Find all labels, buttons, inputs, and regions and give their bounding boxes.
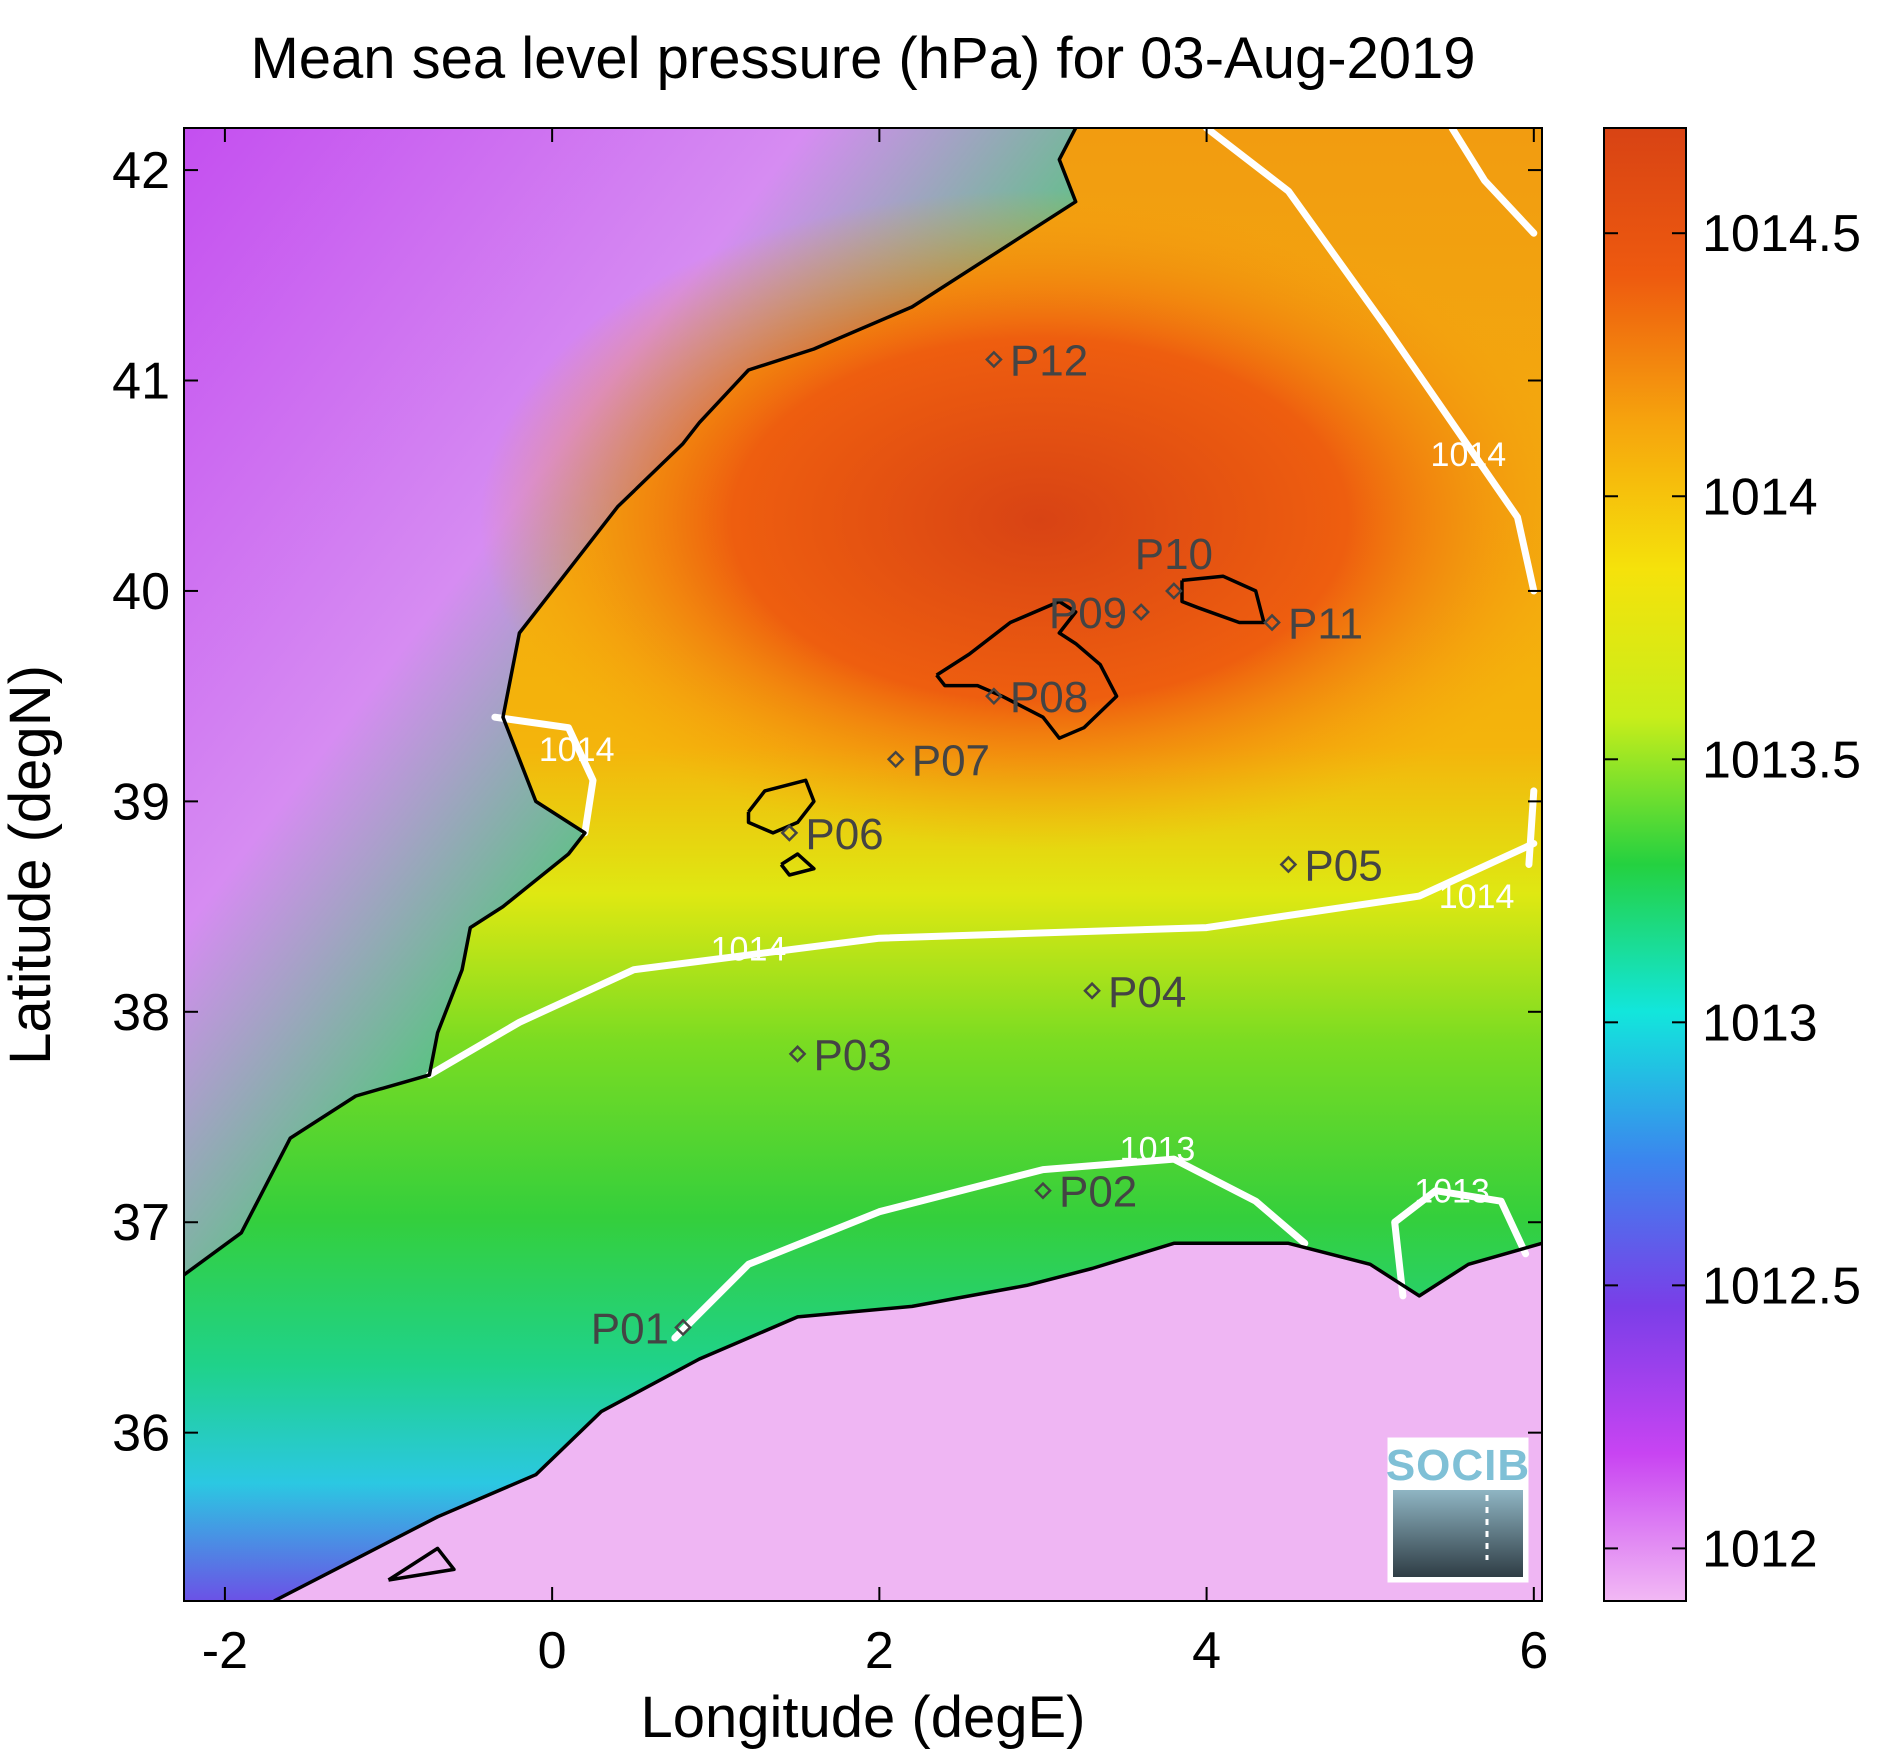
plot-frame bbox=[183, 127, 1543, 1602]
coastline-ibiza bbox=[746, 778, 816, 835]
y-axis-label: Latitude (degN) bbox=[0, 665, 63, 1065]
station-label: P10 bbox=[1135, 530, 1213, 579]
logo-text: SOCIB bbox=[1386, 1441, 1530, 1490]
isobar-label: 1014 bbox=[1439, 878, 1515, 916]
x-tick-label: 2 bbox=[865, 1622, 894, 1680]
station-marker bbox=[674, 1318, 692, 1337]
station-marker bbox=[1083, 981, 1101, 1000]
station-marker bbox=[780, 824, 799, 842]
africa-land-field bbox=[273, 1243, 1542, 1601]
y-tick-label: 37 bbox=[112, 1194, 170, 1252]
station-label: P09 bbox=[1049, 589, 1127, 638]
colorbar-tick-label: 1013.5 bbox=[1702, 731, 1861, 789]
logo-wave-icon bbox=[1393, 1490, 1523, 1577]
station-label: P01 bbox=[591, 1304, 669, 1353]
station-label: P04 bbox=[1108, 968, 1186, 1017]
colorbar-scale bbox=[1603, 127, 1687, 1602]
map-plot-area: 1014 1014 1014 1014 1013 1013 P01 P02 P03 P04 P05… bbox=[184, 128, 1542, 1601]
station-marker bbox=[1132, 603, 1150, 621]
socib-logo: SOCIB bbox=[1386, 1437, 1530, 1583]
station-marker bbox=[1034, 1181, 1052, 1200]
isobar-label: 1013 bbox=[1414, 1173, 1490, 1211]
station-marker bbox=[886, 750, 905, 769]
y-tick-label: 40 bbox=[112, 563, 170, 621]
high-pressure-core bbox=[480, 190, 1542, 850]
isobar-label: 1013 bbox=[1120, 1131, 1196, 1169]
colorbar-tick-label: 1014.5 bbox=[1702, 205, 1861, 263]
y-axis-ticks: 36 37 38 39 40 41 42 bbox=[112, 142, 1542, 1463]
isobar-line bbox=[1448, 128, 1538, 237]
colorbar-tick-label: 1013 bbox=[1702, 994, 1818, 1052]
y-tick-label: 42 bbox=[112, 142, 170, 200]
y-tick-label: 39 bbox=[112, 773, 170, 831]
station-label: P06 bbox=[805, 810, 883, 859]
y-tick-label: 41 bbox=[112, 353, 170, 411]
isobar-line bbox=[1525, 787, 1538, 868]
station-marker bbox=[788, 1045, 807, 1063]
coastline-alboran bbox=[387, 1546, 456, 1582]
station-marker bbox=[985, 687, 1003, 705]
isobar-label: 1014 bbox=[1431, 436, 1507, 474]
station-label: P08 bbox=[1010, 673, 1088, 722]
x-tick-label: 0 bbox=[538, 1622, 567, 1680]
isobar-line bbox=[425, 840, 1538, 1079]
isobar-line bbox=[491, 713, 597, 837]
isobar-label: 1014 bbox=[539, 731, 615, 769]
colorbar-tick-label: 1014 bbox=[1702, 468, 1818, 526]
x-tick-label: -2 bbox=[202, 1622, 248, 1680]
colorbar-tick-label: 1012.5 bbox=[1702, 1257, 1861, 1315]
y-tick-label: 38 bbox=[112, 984, 170, 1042]
chart-title: Mean sea level pressure (hPa) for 03-Aug… bbox=[250, 26, 1475, 91]
coastline-africa bbox=[273, 1241, 1542, 1601]
coastline-menorca bbox=[1180, 574, 1266, 625]
station-marker bbox=[1279, 855, 1298, 874]
station-label: P11 bbox=[1288, 600, 1363, 649]
coastlines bbox=[184, 128, 1542, 1601]
isobar-line bbox=[671, 1155, 1309, 1342]
station-label: P07 bbox=[912, 736, 990, 785]
station-marker bbox=[1263, 613, 1281, 632]
x-tick-label: 4 bbox=[1192, 1622, 1221, 1680]
x-axis-label: Longitude (degE) bbox=[641, 1685, 1086, 1750]
isobar-line bbox=[1391, 1187, 1530, 1300]
isobar-contours: 1014 1014 1014 1014 1013 1013 bbox=[425, 128, 1538, 1342]
coastline-mallorca bbox=[935, 599, 1119, 740]
station-label: P12 bbox=[1010, 336, 1088, 385]
station-marker bbox=[985, 350, 1003, 369]
station-marker bbox=[1165, 582, 1183, 600]
x-axis-ticks: -2 0 2 4 6 bbox=[202, 128, 1548, 1680]
station-label: P05 bbox=[1304, 842, 1382, 891]
iberia-land-field bbox=[184, 128, 1076, 1275]
y-tick-label: 36 bbox=[112, 1405, 170, 1463]
coastline-iberia bbox=[184, 128, 1078, 1277]
station-label: P03 bbox=[814, 1031, 892, 1080]
coastline-formentera bbox=[779, 852, 816, 877]
colorbar-ticks: 1012 1012.5 1013 1013.5 1014 1014.5 bbox=[1604, 205, 1861, 1578]
isobar-label: 1014 bbox=[711, 931, 787, 969]
colorbar: 1012 1012.5 1013 1013.5 1014 1014.5 bbox=[1603, 127, 1861, 1602]
colorbar-tick-label: 1012 bbox=[1702, 1520, 1818, 1578]
x-tick-label: 6 bbox=[1519, 1622, 1548, 1680]
station-label: P02 bbox=[1059, 1168, 1137, 1217]
isobar-line bbox=[1203, 128, 1538, 595]
